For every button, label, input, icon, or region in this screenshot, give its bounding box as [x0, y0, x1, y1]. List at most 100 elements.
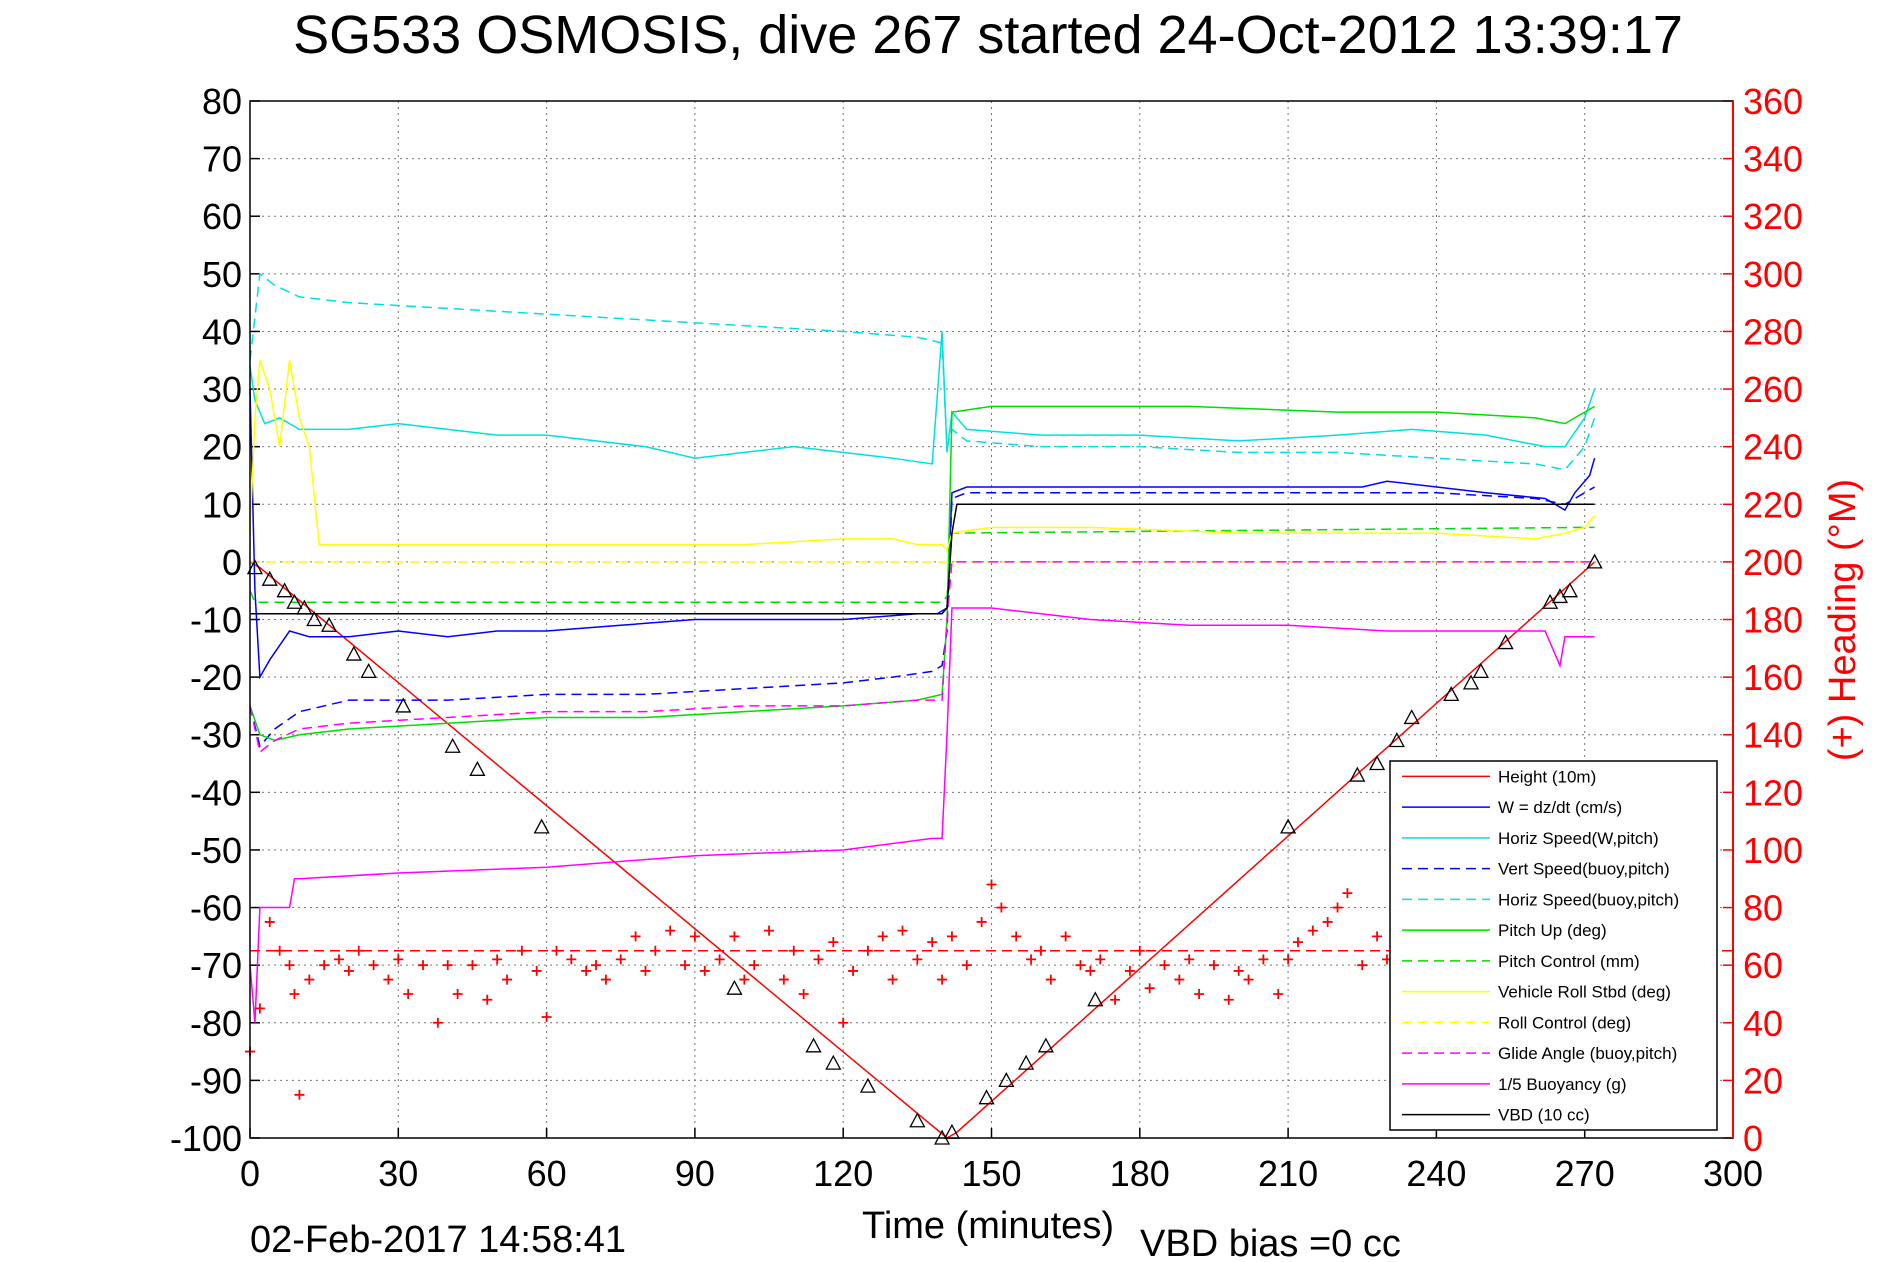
heading-point — [393, 954, 404, 965]
depth-marker — [1497, 634, 1514, 650]
heading-point — [343, 965, 354, 976]
heading-point — [1194, 988, 1205, 999]
y-right-tick-label: 240 — [1743, 427, 1803, 468]
depth-marker — [286, 593, 303, 609]
y-right-tick-label: 120 — [1743, 772, 1803, 813]
series-line-9 — [249, 561, 1595, 754]
depth-marker — [998, 1072, 1015, 1088]
heading-point — [862, 945, 873, 956]
x-tick-label: 30 — [378, 1153, 418, 1194]
y-tick-label: -70 — [190, 945, 242, 986]
depth-marker — [1443, 686, 1460, 702]
heading-point — [749, 960, 760, 971]
heading-point — [1258, 954, 1269, 965]
y-right-tick-label: 200 — [1743, 542, 1803, 583]
legend-label: Roll Control (deg) — [1498, 1013, 1631, 1032]
heading-point — [912, 954, 923, 965]
depth-marker — [978, 1089, 995, 1105]
footer-vbd-bias: VBD bias =0 cc — [1140, 1223, 1401, 1262]
heading-point — [294, 1089, 305, 1100]
depth-marker — [345, 645, 362, 661]
x-tick-label: 0 — [240, 1153, 260, 1194]
heading-point — [1144, 983, 1155, 994]
y-tick-label: 30 — [202, 369, 242, 410]
y-right-tick-label: 180 — [1743, 600, 1803, 641]
y-tick-label: 60 — [202, 196, 242, 237]
y-right-tick-label: 80 — [1743, 888, 1783, 929]
heading-point — [689, 931, 700, 942]
heading-point — [961, 960, 972, 971]
heading-point — [699, 965, 710, 976]
y-right-tick-label: 100 — [1743, 830, 1803, 871]
y-tick-label: -100 — [170, 1118, 242, 1159]
heading-point — [680, 960, 691, 971]
legend-label: VBD (10 cc) — [1498, 1106, 1590, 1125]
series-line-2 — [249, 331, 1596, 465]
legend-label: Height (10m) — [1498, 767, 1596, 786]
y-tick-label: -30 — [190, 715, 242, 756]
heading-point — [1045, 974, 1056, 985]
heading-point — [1095, 954, 1106, 965]
heading-point — [1322, 916, 1333, 927]
depth-marker — [1368, 755, 1386, 771]
depth-marker — [1349, 766, 1366, 782]
heading-point — [600, 974, 611, 985]
heading-point — [581, 965, 592, 976]
heading-point — [996, 902, 1007, 913]
depth-marker — [246, 559, 264, 575]
legend-label: Horiz Speed(W,pitch) — [1498, 829, 1659, 848]
depth-marker — [306, 611, 323, 627]
legend-label: Pitch Control (mm) — [1498, 952, 1640, 971]
y-axis-left: 80 70 60 50 40 30 20 10 0 -10 -20 -30 -40 -50 -60 -70 -8… — [170, 81, 260, 1159]
y-axis-right: 3603403203002802602402202001801601401201… — [1723, 81, 1803, 1159]
heading-point — [1273, 988, 1284, 999]
heading-point — [442, 960, 453, 971]
heading-point — [650, 945, 661, 956]
heading-point — [516, 945, 527, 956]
x-tick-label: 90 — [675, 1153, 715, 1194]
depth-marker — [296, 599, 313, 615]
depth-marker — [1018, 1054, 1035, 1070]
depth-marker — [1280, 818, 1297, 834]
heading-point — [1124, 965, 1135, 976]
y-tick-label: 20 — [202, 427, 242, 468]
heading-point — [1159, 960, 1170, 971]
heading-point — [1283, 954, 1294, 965]
y-right-tick-label: 320 — [1743, 196, 1803, 237]
heading-point — [264, 916, 275, 927]
depth-marker — [1462, 674, 1480, 690]
heading-point — [1134, 945, 1145, 956]
y-tick-label: -80 — [190, 1003, 242, 1044]
heading-point — [927, 937, 938, 948]
heading-point — [304, 974, 315, 985]
heading-point — [591, 960, 602, 971]
heading-point — [467, 960, 478, 971]
heading-point — [877, 931, 888, 942]
heading-point — [1342, 888, 1353, 899]
depth-marker — [276, 582, 293, 598]
heading-point — [1184, 954, 1195, 965]
y-tick-label: -40 — [190, 772, 242, 813]
heading-point — [531, 965, 542, 976]
series-line-10 — [249, 607, 1595, 1023]
y-right-tick-label: 140 — [1743, 715, 1803, 756]
series-line-7 — [249, 360, 1596, 552]
heading-point — [333, 954, 344, 965]
depth-marker — [321, 616, 338, 632]
heading-point — [403, 988, 414, 999]
heading-point — [1011, 931, 1022, 942]
x-tick-label: 210 — [1258, 1153, 1318, 1194]
depth-marker — [444, 737, 461, 753]
depth-marker — [469, 760, 486, 776]
depth-marker — [1087, 991, 1104, 1007]
depth-marker — [726, 979, 743, 995]
y-tick-label: 0 — [222, 542, 242, 583]
depth-marker — [1403, 709, 1420, 725]
depth-marker — [1388, 732, 1405, 748]
y-tick-label: 80 — [202, 81, 242, 122]
heading-point — [986, 879, 997, 890]
legend-label: Pitch Up (deg) — [1498, 921, 1607, 940]
y-tick-label: 70 — [202, 139, 242, 180]
y-tick-label: -50 — [190, 830, 242, 871]
heading-point — [729, 931, 740, 942]
